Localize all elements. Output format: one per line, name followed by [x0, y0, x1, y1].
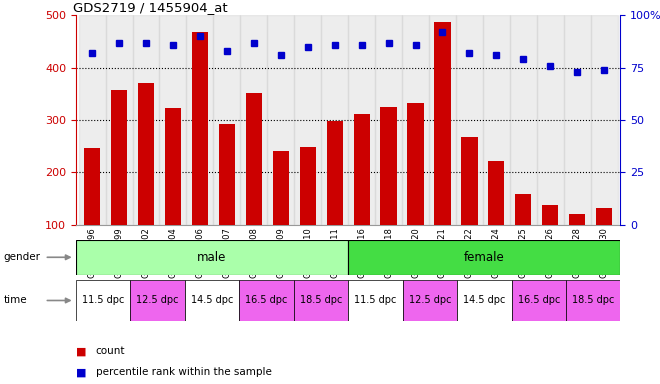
- Bar: [294, 15, 321, 225]
- Bar: [354, 114, 370, 225]
- Bar: [381, 107, 397, 225]
- Text: 18.5 dpc: 18.5 dpc: [300, 295, 342, 306]
- Bar: [246, 93, 262, 225]
- Bar: [186, 15, 213, 225]
- Text: GDS2719 / 1455904_at: GDS2719 / 1455904_at: [73, 1, 228, 14]
- Text: 14.5 dpc: 14.5 dpc: [191, 295, 233, 306]
- Bar: [131, 280, 185, 321]
- Text: percentile rank within the sample: percentile rank within the sample: [96, 367, 271, 377]
- Bar: [566, 280, 620, 321]
- Bar: [321, 15, 348, 225]
- Bar: [591, 15, 618, 225]
- Bar: [596, 208, 612, 225]
- Bar: [348, 240, 620, 275]
- Bar: [138, 83, 154, 225]
- Text: ■: ■: [76, 346, 86, 356]
- Bar: [461, 137, 478, 225]
- Text: 16.5 dpc: 16.5 dpc: [517, 295, 560, 306]
- Bar: [106, 15, 133, 225]
- Text: male: male: [197, 251, 227, 264]
- Bar: [564, 15, 591, 225]
- Bar: [79, 15, 106, 225]
- Text: time: time: [3, 295, 27, 306]
- Bar: [218, 124, 235, 225]
- Text: 11.5 dpc: 11.5 dpc: [82, 295, 124, 306]
- Bar: [348, 280, 403, 321]
- Bar: [510, 15, 537, 225]
- Text: ■: ■: [76, 367, 86, 377]
- Bar: [402, 15, 429, 225]
- Bar: [348, 15, 375, 225]
- Bar: [375, 15, 402, 225]
- Bar: [488, 161, 504, 225]
- Bar: [84, 148, 100, 225]
- Bar: [294, 280, 348, 321]
- Bar: [300, 147, 315, 225]
- Text: 12.5 dpc: 12.5 dpc: [409, 295, 451, 306]
- Bar: [273, 151, 289, 225]
- Bar: [76, 280, 131, 321]
- Bar: [434, 22, 451, 225]
- Bar: [111, 89, 127, 225]
- Bar: [160, 15, 186, 225]
- Bar: [267, 15, 294, 225]
- Text: 16.5 dpc: 16.5 dpc: [246, 295, 288, 306]
- Bar: [213, 15, 240, 225]
- Bar: [240, 15, 267, 225]
- Bar: [403, 280, 457, 321]
- Bar: [515, 194, 531, 225]
- Bar: [192, 32, 208, 225]
- Bar: [457, 280, 512, 321]
- Bar: [185, 280, 239, 321]
- Text: 14.5 dpc: 14.5 dpc: [463, 295, 506, 306]
- Bar: [327, 121, 343, 225]
- Bar: [240, 280, 294, 321]
- Bar: [165, 108, 181, 225]
- Text: 12.5 dpc: 12.5 dpc: [137, 295, 179, 306]
- Bar: [456, 15, 483, 225]
- Bar: [543, 205, 558, 225]
- Bar: [512, 280, 566, 321]
- Bar: [133, 15, 160, 225]
- Text: 18.5 dpc: 18.5 dpc: [572, 295, 614, 306]
- Bar: [483, 15, 510, 225]
- Bar: [537, 15, 564, 225]
- Bar: [76, 240, 348, 275]
- Text: gender: gender: [3, 252, 40, 262]
- Bar: [429, 15, 456, 225]
- Text: female: female: [464, 251, 505, 264]
- Text: 11.5 dpc: 11.5 dpc: [354, 295, 397, 306]
- Bar: [569, 214, 585, 225]
- Bar: [407, 103, 424, 225]
- Text: count: count: [96, 346, 125, 356]
